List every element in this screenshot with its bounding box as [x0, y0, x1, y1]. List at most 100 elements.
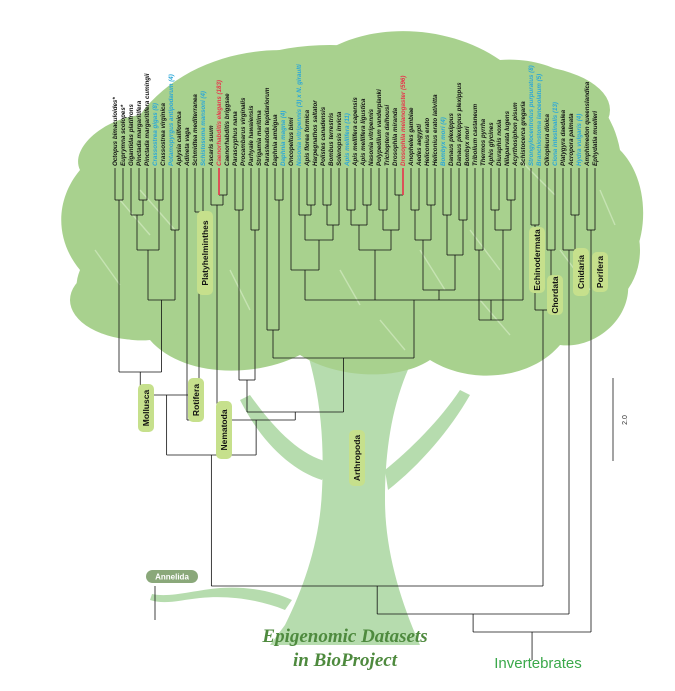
tip-label: Bombyx mori (4): [440, 117, 447, 166]
echinodermata-label: Echinodermata: [532, 229, 542, 291]
tip-label: Schistocerca gregaria: [520, 101, 527, 166]
tip-label: Parascyphus nana: [232, 111, 239, 166]
mollusca-label-box: [138, 384, 154, 432]
tip-label: Harpegnathos saltator: [312, 100, 319, 166]
tip-label: Adineta vaga: [184, 127, 191, 167]
tip-label: Ascaris suum: [208, 125, 215, 167]
tip-labels: Octopus bimaculoides* Euprymna scolopes* G…: [112, 64, 599, 167]
tip-label: Heliconius erato: [424, 118, 431, 166]
tip-label: Euprymna scolopes*: [120, 104, 127, 166]
tip-label: Gigantidas platifrons: [128, 104, 135, 166]
tip-label: Danaus plexippus: [448, 112, 455, 166]
cnidaria-label: Cnidaria: [576, 255, 586, 289]
tip-label: Solenopsis invicta: [336, 111, 343, 166]
tip-label: Heliconius erato lativitta: [432, 94, 439, 166]
title-line-1: Epigenomic Datasets: [261, 626, 427, 647]
clade-nematoda: Nematoda: [216, 401, 232, 459]
tip-label: Acropora palmata: [568, 113, 575, 167]
tip-label: Anopheles gambiae: [408, 107, 415, 167]
tip-label: Procambarus virginalis: [240, 97, 247, 166]
nematoda-label-box: [216, 401, 232, 459]
clade-annelida: Annelida: [146, 570, 198, 583]
tip-label: Pinctada margaritifera: [136, 100, 143, 166]
clade-echinodermata: Echinodermata: [529, 227, 545, 293]
tip-label: Pinctada margaritifera cumingii: [144, 73, 151, 166]
rotifera-label: Rotifera: [191, 384, 201, 416]
porifera-label: Porifera: [595, 256, 605, 288]
scale-bar: 2.0: [612, 378, 629, 461]
tree-trunk: [150, 330, 470, 645]
tip-label: Platygyra daedalea: [560, 109, 567, 166]
tip-label: Oikopleura dioica: [544, 114, 551, 166]
clade-mollusca: Mollusca: [138, 384, 154, 432]
tip-label: Hydra vulgaris (4): [576, 114, 583, 166]
scale-bar-label: 2.0: [622, 415, 629, 425]
tip-label: Bombyx mori: [464, 126, 471, 166]
tip-label: Daphnia ambigua: [272, 114, 279, 166]
tip-label: Strongylocentrotus purpuratus (8): [528, 65, 535, 166]
tree-branches: [114, 168, 596, 660]
tip-label: Potamopyrgus antipodarum (4): [168, 74, 175, 166]
tip-label: Crassostrea virginica: [160, 103, 167, 166]
tip-label: Aplysia californica: [176, 111, 183, 167]
platyhelminthes-label-box: [197, 211, 213, 295]
rotifera-label-box: [188, 378, 204, 422]
clade-labels: Mollusca Rotifera Platyhelminthes Nematoda A…: [138, 211, 608, 486]
tip-label: Caenorhabditis briggsae: [224, 93, 231, 166]
platyhelminthes-label: Platyhelminthes: [200, 220, 210, 285]
tip-label: Parhyale hawaiensis: [248, 105, 255, 166]
tip-label: Strigamia maritima: [256, 110, 263, 166]
clade-platyhelminthes: Platyhelminthes: [197, 211, 213, 295]
annelida-label: Annelida: [155, 573, 189, 582]
invertebrates-label: Invertebrates: [494, 655, 582, 672]
tip-label: Bombus terrestris: [328, 112, 335, 166]
nematoda-label: Nematoda: [219, 409, 229, 450]
clade-porifera: Porifera: [592, 252, 608, 292]
tip-label: Trichoptera dalhousi: [384, 105, 391, 166]
clade-rotifera: Rotifera: [188, 378, 204, 422]
chordata-label: Chordata: [550, 276, 560, 314]
tip-label: Oncopeltus bimi: [288, 117, 295, 166]
arthropoda-label: Arthropoda: [352, 435, 362, 482]
clade-chordata: Chordata: [547, 275, 563, 315]
cnidaria-label-box: [573, 248, 589, 296]
arthropoda-label-box: [349, 430, 365, 486]
tip-label: Octopus bimaculoides*: [112, 97, 119, 166]
tip-label: Crassostrea gigas (8): [152, 103, 159, 166]
tip-label: Caenorhabditis elegans (183): [216, 80, 223, 166]
tip-label: Ciona intestinalis (13): [552, 102, 559, 166]
tip-label: Amphimedon queenslandica: [584, 81, 591, 167]
tip-label: Drosophila melanogaster (596): [400, 76, 407, 166]
clade-arthropoda: Arthropoda: [349, 430, 365, 486]
tip-label: Polistes canadensis: [320, 106, 327, 166]
tip-label: Acyrthosiphon pisum: [512, 102, 519, 167]
tip-label: Nilaparvata lugens: [504, 110, 511, 166]
tip-label: Drosophila miranda: [392, 107, 399, 166]
title-line-2: in BioProject: [293, 650, 398, 671]
porifera-label-box: [592, 252, 608, 292]
tip-label: Tribolium castaneum: [472, 103, 479, 166]
tip-label: Daphnia magna (4): [280, 111, 287, 166]
chordata-label-box: [547, 275, 563, 315]
tip-label: Schistosoma mansoni (4): [200, 91, 207, 166]
tip-label: Nasonia vitripennis: [368, 108, 375, 166]
clade-cnidaria: Cnidaria: [573, 248, 589, 296]
tip-label: Polypedilum vanderplanki: [376, 89, 383, 166]
tip-label: Apis mellifera (11): [344, 113, 351, 167]
tip-label: Branchiostoma lanceolatum (5): [536, 74, 543, 166]
tip-label: Danaus plexippus plexippus: [456, 82, 463, 166]
tip-label: Nasonia vitripennis (3) x N. giraulti: [296, 64, 303, 166]
tip-label: Parasteatoda tepidariorum: [264, 87, 271, 166]
tip-label: Aedes aegypti: [416, 124, 423, 167]
tip-label: Ephydatia muelleri: [592, 111, 599, 166]
tip-label: Apis mellifera capensis: [352, 97, 359, 167]
tip-label: Apis florea formica: [304, 109, 311, 167]
tip-label: Thermos pyrrha: [480, 118, 487, 166]
annelida-pill: [146, 570, 198, 583]
tip-label: Aphis glycines: [488, 122, 495, 167]
tip-label: Apis mellifera ligustica: [360, 98, 367, 167]
mollusca-label: Mollusca: [141, 390, 151, 427]
tip-label: Diuraphis noxia: [496, 119, 503, 166]
echinodermata-label-box: [529, 227, 545, 293]
